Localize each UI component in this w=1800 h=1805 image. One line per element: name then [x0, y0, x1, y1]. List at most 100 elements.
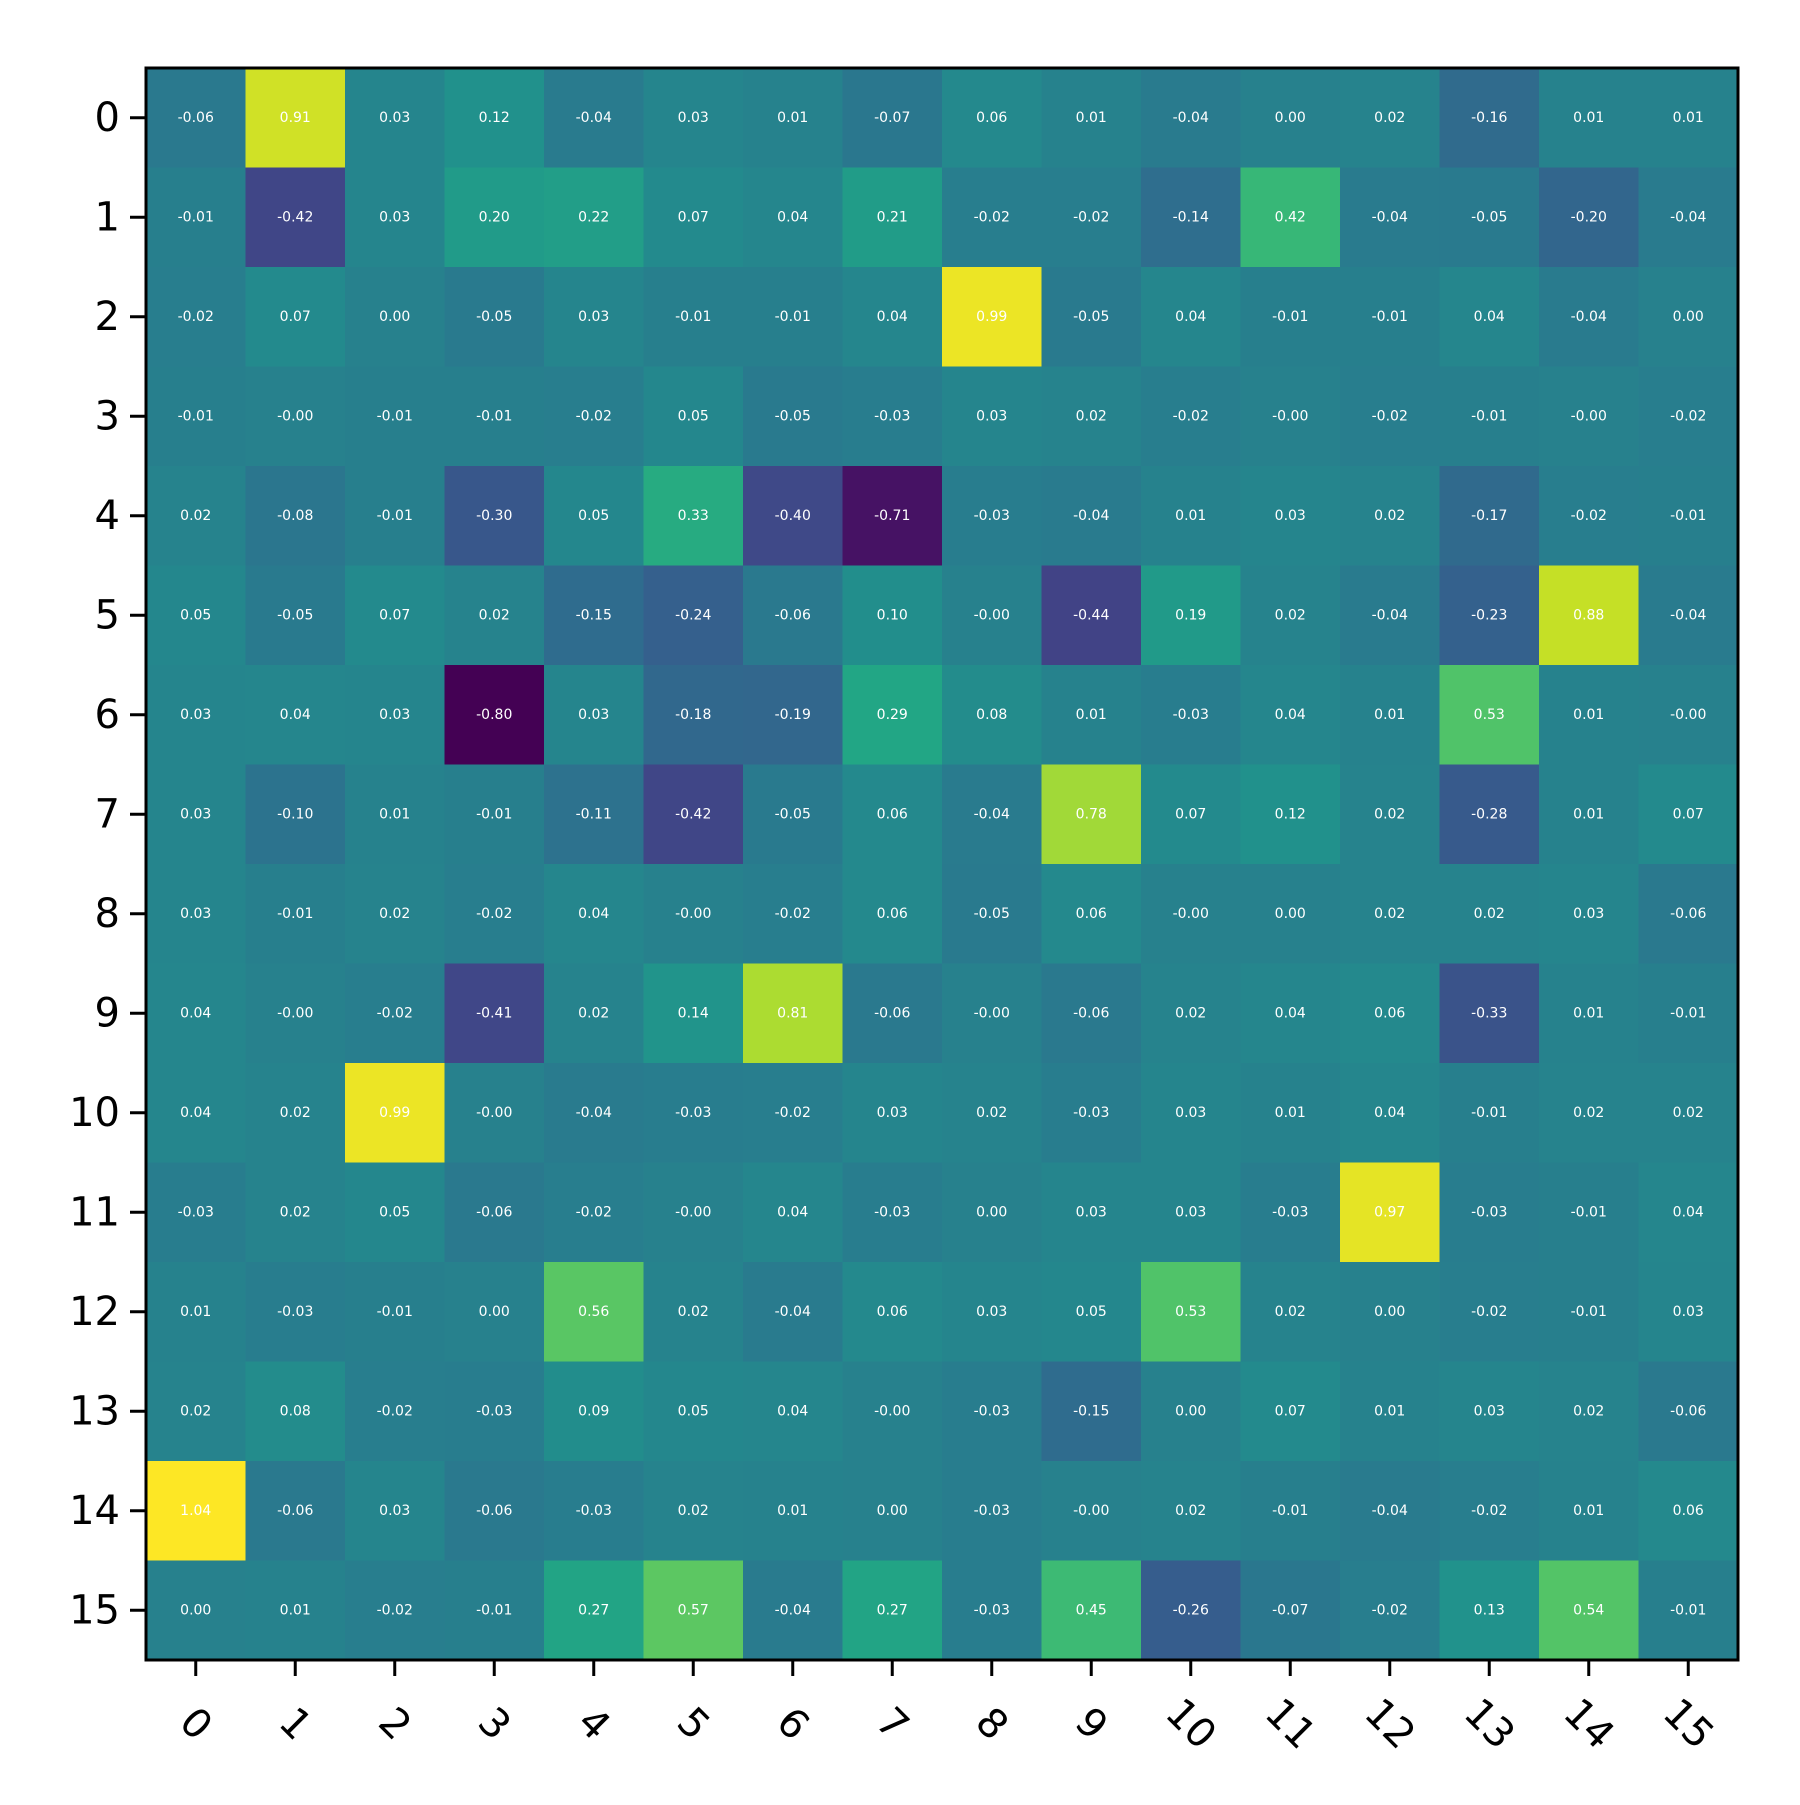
cell-label-r5-c3: 0.02 — [479, 607, 510, 623]
cell-label-r4-c5: 0.33 — [678, 508, 709, 524]
cell-label-r6-c1: 0.04 — [280, 707, 311, 723]
heatmap-cell-r8-c14 — [1539, 864, 1640, 965]
heatmap-cell-r13-c0 — [146, 1361, 247, 1462]
cell-label-r13-c2: -0.02 — [377, 1403, 413, 1419]
cell-label-r1-c9: -0.02 — [1073, 209, 1109, 225]
cell-label-r13-c13: 0.03 — [1474, 1403, 1505, 1419]
cell-label-r10-c4: -0.04 — [576, 1105, 612, 1121]
cell-label-r6-c0: 0.03 — [180, 707, 211, 723]
heatmap-cell-r8-c1 — [245, 864, 346, 965]
heatmap-cell-r15-c9 — [1041, 1560, 1142, 1661]
heatmap-cell-r14-c6 — [743, 1461, 844, 1562]
heatmap-cell-r14-c0 — [146, 1461, 247, 1562]
cell-label-r1-c10: -0.14 — [1173, 209, 1209, 225]
y-tick-label-13: 13 — [69, 1388, 120, 1434]
heatmap-cell-r12-c13 — [1439, 1262, 1540, 1363]
cell-label-r14-c11: -0.01 — [1272, 1503, 1308, 1519]
heatmap-cell-r10-c13 — [1439, 1063, 1540, 1164]
heatmap-cell-r9-c7 — [842, 963, 943, 1064]
cell-label-r7-c0: 0.03 — [180, 806, 211, 822]
cell-label-r13-c9: -0.15 — [1073, 1403, 1109, 1419]
heatmap-cell-r12-c14 — [1539, 1262, 1640, 1363]
heatmap-cell-r10-c7 — [842, 1063, 943, 1164]
cell-label-r3-c13: -0.01 — [1471, 408, 1507, 424]
heatmap-cell-r12-c7 — [842, 1262, 943, 1363]
cell-label-r15-c0: 0.00 — [180, 1602, 211, 1618]
heatmap-cell-r12-c10 — [1141, 1262, 1242, 1363]
heatmap-cell-r11-c4 — [544, 1162, 645, 1263]
cell-label-r14-c14: 0.01 — [1573, 1503, 1604, 1519]
cell-label-r3-c14: -0.00 — [1571, 408, 1607, 424]
heatmap-cell-r10-c11 — [1240, 1063, 1341, 1164]
cell-label-r2-c10: 0.04 — [1175, 309, 1206, 325]
heatmap-cell-r5-c0 — [146, 565, 247, 666]
heatmap-cell-r1-c0 — [146, 167, 247, 268]
cell-label-r8-c15: -0.06 — [1670, 906, 1706, 922]
cell-label-r9-c14: 0.01 — [1573, 1005, 1604, 1021]
cell-label-r11-c9: 0.03 — [1076, 1204, 1107, 1220]
heatmap-cell-r12-c4 — [544, 1262, 645, 1363]
heatmap-cell-r11-c0 — [146, 1162, 247, 1263]
heatmap-cell-r13-c9 — [1041, 1361, 1142, 1462]
heatmap-cell-r0-c11 — [1240, 68, 1341, 169]
heatmap-cell-r13-c14 — [1539, 1361, 1640, 1462]
cell-label-r4-c2: -0.01 — [377, 508, 413, 524]
cell-label-r5-c15: -0.04 — [1670, 607, 1706, 623]
cell-label-r10-c5: -0.03 — [675, 1105, 711, 1121]
cell-label-r2-c0: -0.02 — [178, 309, 214, 325]
cell-label-r12-c1: -0.03 — [277, 1304, 313, 1320]
heatmap-cell-r12-c12 — [1340, 1262, 1441, 1363]
cell-label-r2-c13: 0.04 — [1474, 309, 1505, 325]
cell-label-r12-c15: 0.03 — [1673, 1304, 1704, 1320]
cell-label-r8-c5: -0.00 — [675, 906, 711, 922]
heatmap-cell-r1-c4 — [544, 167, 645, 268]
cell-label-r12-c14: -0.01 — [1571, 1304, 1607, 1320]
heatmap-cell-r7-c14 — [1539, 764, 1640, 865]
x-tick-label-3: 3 — [469, 1699, 520, 1750]
cell-label-r4-c4: 0.05 — [578, 508, 609, 524]
cell-label-r2-c14: -0.04 — [1571, 309, 1607, 325]
heatmap-cell-r14-c12 — [1340, 1461, 1441, 1562]
cell-label-r11-c0: -0.03 — [178, 1204, 214, 1220]
cell-label-r0-c0: -0.06 — [178, 110, 214, 126]
heatmap-cell-r4-c6 — [743, 466, 844, 567]
x-tick-label-13: 13 — [1455, 1690, 1524, 1759]
cell-label-r10-c8: 0.02 — [976, 1105, 1007, 1121]
heatmap-cell-r2-c3 — [444, 267, 545, 368]
cell-label-r2-c3: -0.05 — [476, 309, 512, 325]
heatmap-cell-r9-c13 — [1439, 963, 1540, 1064]
heatmap-cell-r14-c10 — [1141, 1461, 1242, 1562]
heatmap-cell-r2-c11 — [1240, 267, 1341, 368]
cell-label-r4-c9: -0.04 — [1073, 508, 1109, 524]
heatmap-cell-r5-c15 — [1638, 565, 1739, 666]
heatmap-cell-r13-c13 — [1439, 1361, 1540, 1462]
cell-label-r1-c4: 0.22 — [578, 209, 609, 225]
cell-label-r6-c7: 0.29 — [877, 707, 908, 723]
heatmap-cell-r14-c5 — [643, 1461, 744, 1562]
cell-label-r7-c15: 0.07 — [1673, 806, 1704, 822]
heatmap-cell-r6-c9 — [1041, 665, 1142, 766]
heatmap-cell-r3-c8 — [942, 366, 1043, 467]
cell-label-r5-c7: 0.10 — [877, 607, 908, 623]
cell-label-r14-c15: 0.06 — [1673, 1503, 1704, 1519]
heatmap-cell-r10-c10 — [1141, 1063, 1242, 1164]
cell-label-r3-c12: -0.02 — [1372, 408, 1408, 424]
cell-label-r10-c2: 0.99 — [379, 1105, 410, 1121]
cell-label-r12-c4: 0.56 — [578, 1304, 609, 1320]
heatmap-cell-r1-c10 — [1141, 167, 1242, 268]
cell-label-r6-c2: 0.03 — [379, 707, 410, 723]
heatmap-cell-r3-c0 — [146, 366, 247, 467]
cell-label-r1-c11: 0.42 — [1275, 209, 1306, 225]
heatmap-cell-r2-c4 — [544, 267, 645, 368]
heatmap-cell-r2-c2 — [345, 267, 446, 368]
heatmap-cell-r6-c14 — [1539, 665, 1640, 766]
cell-label-r1-c15: -0.04 — [1670, 209, 1706, 225]
cell-label-r6-c12: 0.01 — [1374, 707, 1405, 723]
heatmap-cell-r7-c4 — [544, 764, 645, 865]
cell-label-r0-c15: 0.01 — [1673, 110, 1704, 126]
cell-label-r14-c9: -0.00 — [1073, 1503, 1109, 1519]
heatmap-cell-r1-c3 — [444, 167, 545, 268]
cell-label-r0-c11: 0.00 — [1275, 110, 1306, 126]
cell-label-r5-c13: -0.23 — [1471, 607, 1507, 623]
cell-label-r13-c6: 0.04 — [777, 1403, 808, 1419]
